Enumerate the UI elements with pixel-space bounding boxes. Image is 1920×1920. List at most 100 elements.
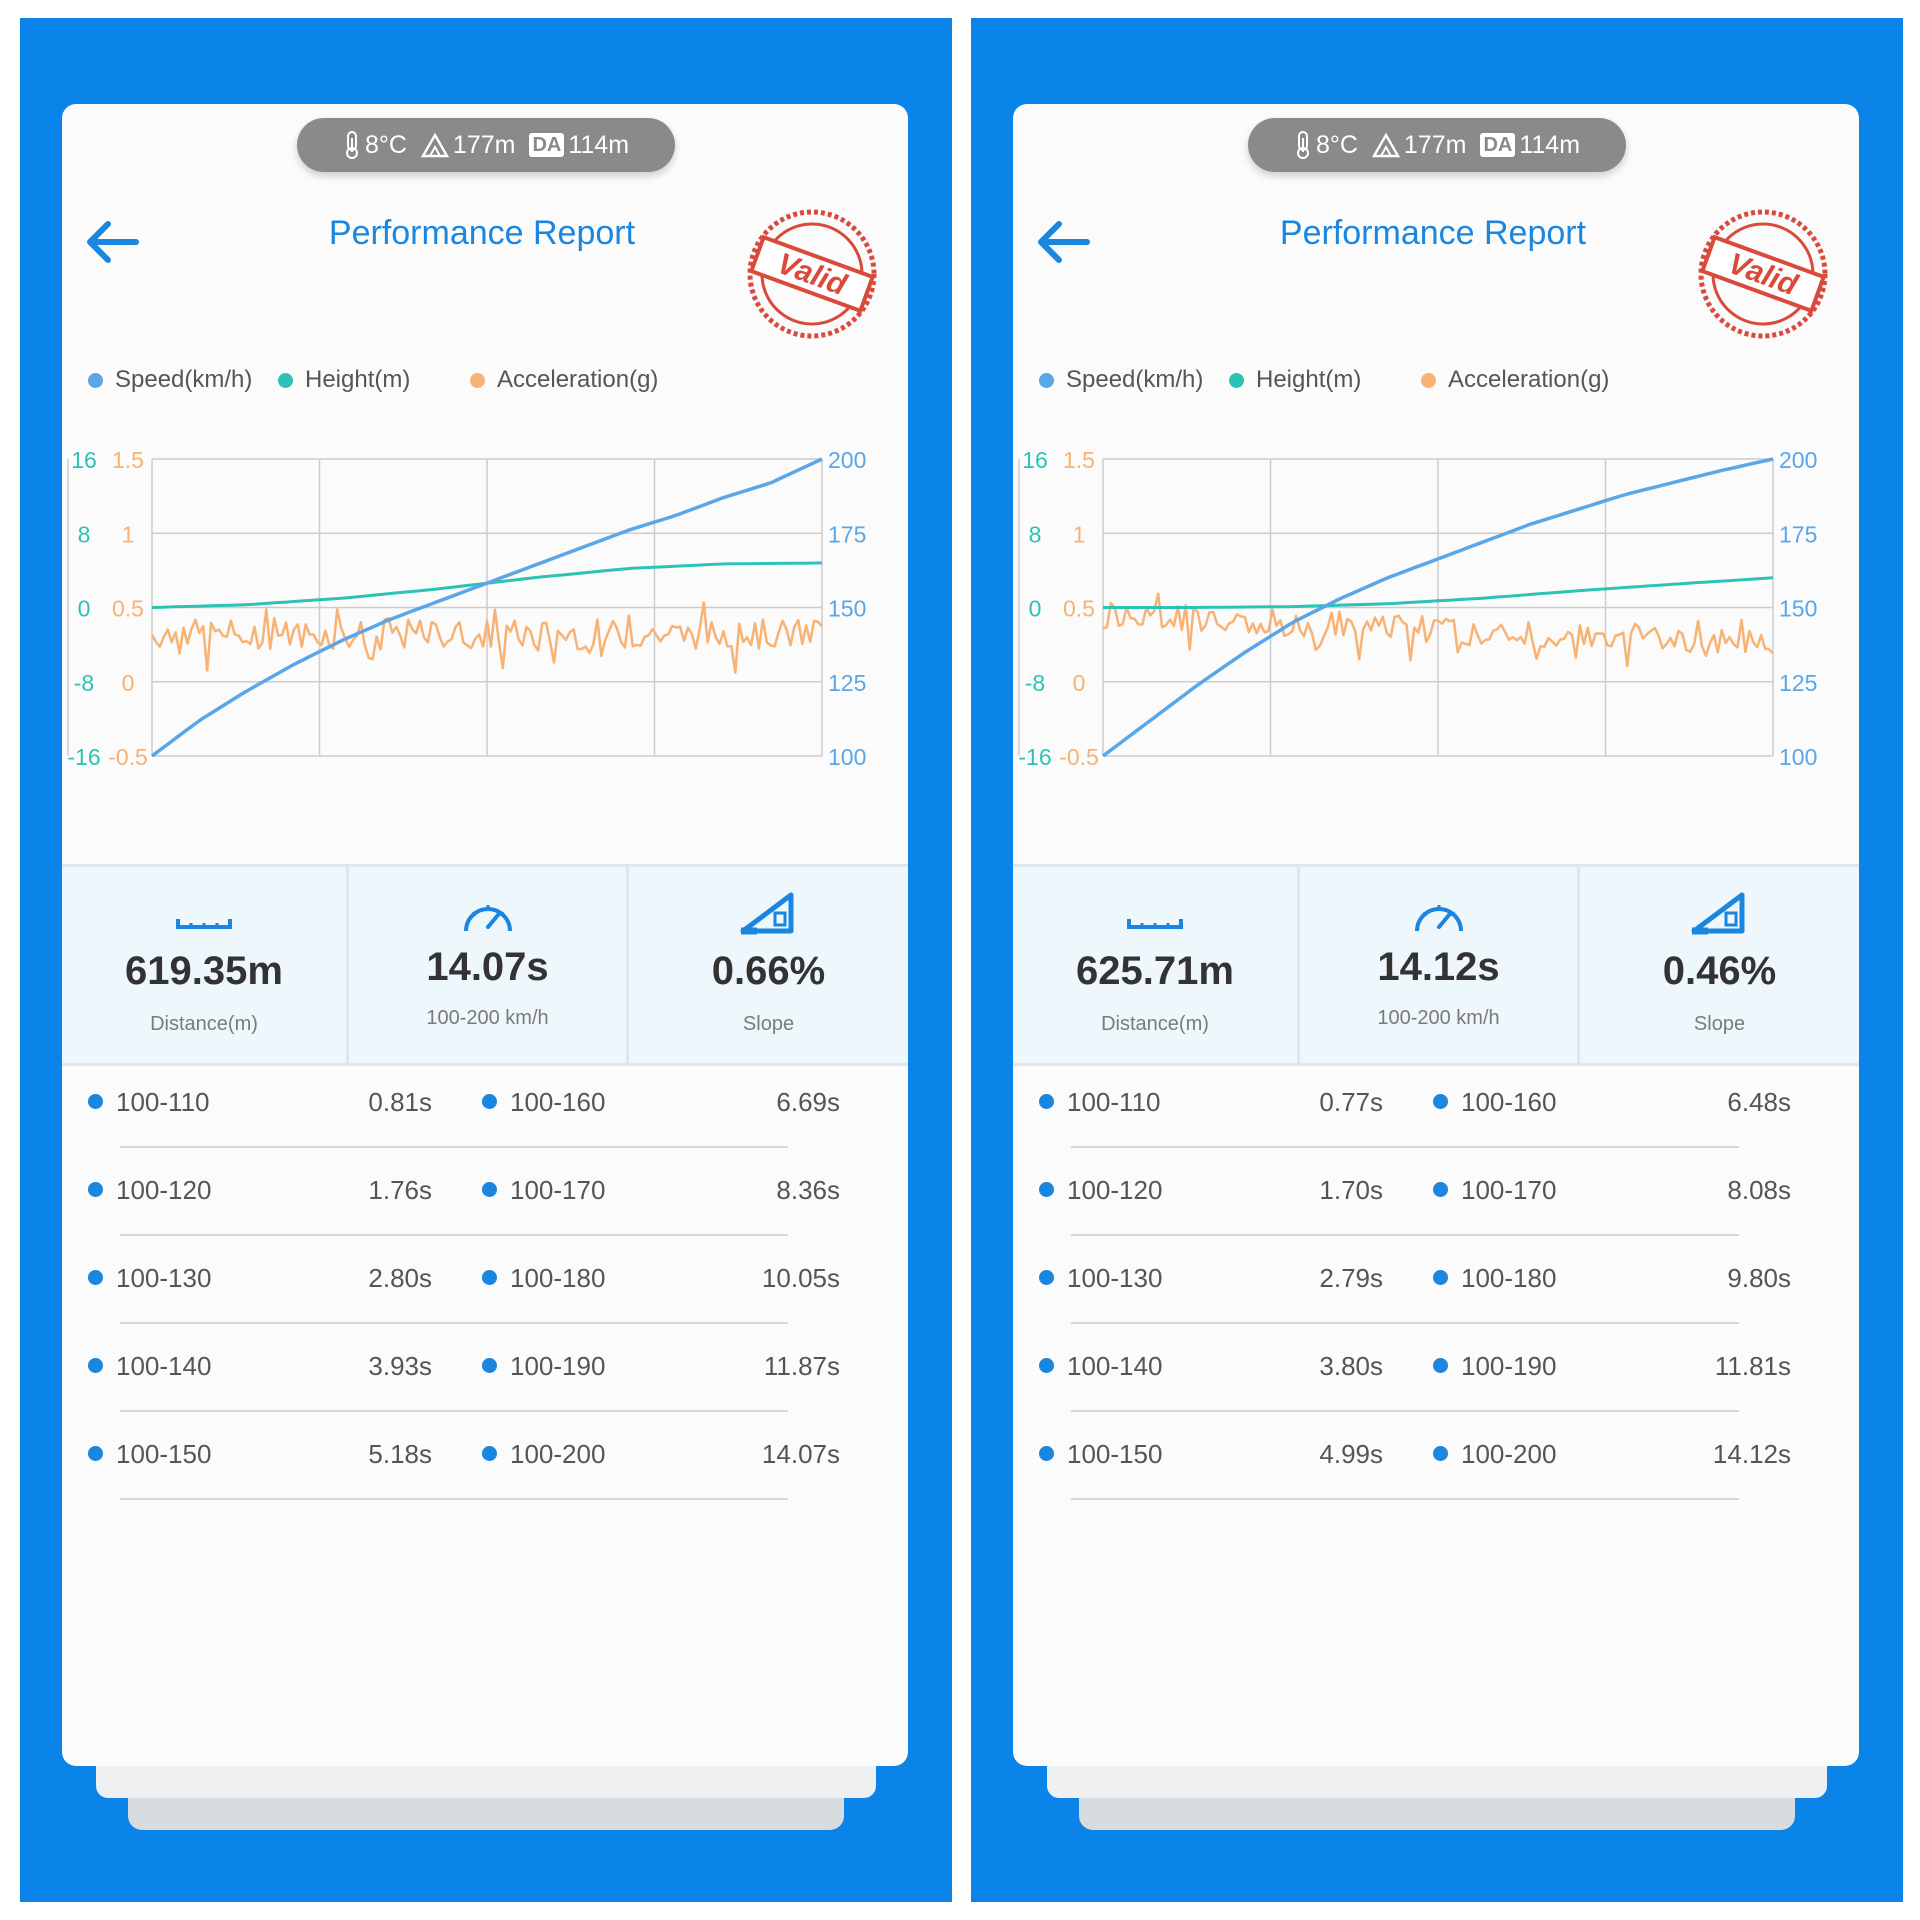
- legend-speed: Speed(km/h): [88, 366, 252, 394]
- row-divider: [1071, 1498, 1739, 1500]
- stat-tile: 14.07s 100-200 km/h: [349, 867, 626, 1063]
- split-time: 6.48s: [1727, 1087, 1791, 1117]
- height-tick-label: 8: [1029, 521, 1042, 547]
- split-time: 2.80s: [368, 1263, 432, 1293]
- environment-pill: 8°C 177m DA 114m: [297, 118, 675, 172]
- bullet-icon: [482, 1446, 497, 1461]
- slope-icon: [1691, 892, 1744, 935]
- speed-tick-label: 200: [1779, 447, 1817, 473]
- split-row: 100-150 5.18s 100-200 14.07s: [62, 1414, 908, 1502]
- split-time: 14.07s: [761, 1439, 840, 1469]
- height-dot-icon: [278, 372, 293, 388]
- speed-tick-label: 150: [828, 596, 866, 622]
- height-tick-label: -8: [74, 670, 94, 696]
- split-row: 100-120 1.76s 100-170 8.36s: [62, 1150, 908, 1238]
- bullet-icon: [482, 1358, 497, 1373]
- split-row: 100-140 3.80s 100-190 11.81s: [1013, 1326, 1859, 1414]
- report-screen-left: 8°C 177m DA 114m Performance Report: [20, 18, 952, 1902]
- stat-value: 14.12s: [1377, 945, 1500, 989]
- temperature-value: 8°C: [1315, 130, 1358, 159]
- split-time: 8.08s: [1727, 1175, 1791, 1205]
- bullet-icon: [1433, 1182, 1448, 1197]
- split-time: 10.05s: [761, 1263, 840, 1293]
- valid-stamp: Valid: [747, 209, 877, 339]
- report-card: 8°C 177m DA 114m Performance Report: [62, 104, 908, 1766]
- height-tick-label: 16: [1022, 447, 1048, 473]
- speed-tick-label: 100: [828, 744, 866, 770]
- split-time: 3.80s: [1319, 1351, 1383, 1381]
- stat-divider: [626, 867, 629, 1063]
- accel-tick-label: 0: [1073, 670, 1086, 696]
- stat-value: 0.66%: [711, 949, 826, 993]
- speed-line: [150, 457, 823, 758]
- report-screen-right: 8°C 177m DA 114m Performance Report: [971, 18, 1903, 1902]
- height-tick-label: 16: [71, 447, 97, 473]
- bullet-icon: [1433, 1358, 1448, 1373]
- bullet-icon: [88, 1270, 103, 1285]
- height-tick-label: 8: [78, 521, 91, 547]
- split-range: 100-110: [116, 1087, 210, 1117]
- speedometer-icon: [1414, 905, 1463, 932]
- height-line: [1103, 576, 1774, 609]
- accel-tick-label: 0.5: [1063, 596, 1095, 622]
- stat-tile: 0.66% Slope: [629, 867, 908, 1063]
- height-tick-label: -16: [1018, 744, 1051, 770]
- bullet-icon: [482, 1182, 497, 1197]
- row-divider: [1071, 1410, 1739, 1412]
- back-button[interactable]: [1031, 212, 1101, 272]
- split-row: 100-110 0.77s 100-160 6.48s: [1013, 1062, 1859, 1150]
- accel-tick-label: 0: [122, 670, 135, 696]
- bullet-icon: [1433, 1270, 1448, 1285]
- bullet-icon: [1039, 1270, 1054, 1285]
- split-time: 6.69s: [776, 1087, 840, 1117]
- accel-tick-label: 1.5: [112, 447, 144, 473]
- legend-acceleration: Acceleration(g): [1421, 366, 1609, 394]
- split-time: 5.18s: [368, 1439, 432, 1469]
- stat-label: Distance(m): [150, 1013, 258, 1035]
- speed-dot-icon: [1039, 372, 1054, 388]
- stat-divider: [346, 867, 349, 1063]
- legend-height: Height(m): [1229, 366, 1361, 394]
- summary-stats: 619.35m Distance(m) 14.07s 100-200 km/h …: [62, 864, 908, 1066]
- bullet-icon: [88, 1094, 103, 1109]
- split-time: 4.99s: [1319, 1439, 1383, 1469]
- split-range: 100-120: [116, 1175, 212, 1205]
- mountain-icon: [420, 132, 449, 158]
- stat-value: 619.35m: [125, 949, 283, 993]
- environment-pill: 8°C 177m DA 114m: [1248, 118, 1626, 172]
- split-row: 100-140 3.93s 100-190 11.87s: [62, 1326, 908, 1414]
- split-range: 100-120: [1067, 1175, 1163, 1205]
- legend-speed: Speed(km/h): [1039, 366, 1203, 394]
- split-range: 100-200: [510, 1439, 606, 1469]
- page-title: Performance Report: [328, 214, 636, 252]
- bullet-icon: [88, 1358, 103, 1373]
- height-tick-label: 0: [1029, 596, 1042, 622]
- row-divider: [120, 1498, 788, 1500]
- stat-tile: 14.12s 100-200 km/h: [1300, 867, 1577, 1063]
- bullet-icon: [1039, 1182, 1054, 1197]
- performance-chart: 16 8 0 -8 -16 1.5 1 0.5 0 -0.5 200 175 150 125 100: [67, 447, 866, 770]
- height-tick-label: -8: [1025, 670, 1045, 696]
- summary-stats: 625.71m Distance(m) 14.12s 100-200 km/h …: [1013, 864, 1859, 1066]
- split-time: 3.93s: [368, 1351, 432, 1381]
- acceleration-line: [1102, 592, 1774, 668]
- legend-height: Height(m): [278, 366, 410, 394]
- split-range: 100-190: [510, 1351, 606, 1381]
- back-button[interactable]: [80, 212, 150, 272]
- page-title: Performance Report: [1279, 214, 1587, 252]
- performance-chart: 16 8 0 -8 -16 1.5 1 0.5 0 -0.5 200 175 150 125 100: [1018, 447, 1817, 770]
- mountain-icon: [1371, 132, 1400, 158]
- altitude-value: 177m: [1403, 130, 1467, 159]
- row-divider: [1071, 1234, 1739, 1236]
- split-range: 100-170: [510, 1175, 606, 1205]
- split-range: 100-200: [1461, 1439, 1557, 1469]
- split-time: 11.81s: [1714, 1351, 1791, 1381]
- legend-acceleration-label: Acceleration(g): [497, 366, 659, 393]
- speed-tick-label: 175: [1779, 521, 1817, 547]
- split-range: 100-180: [510, 1263, 606, 1293]
- altitude-value: 177m: [452, 130, 516, 159]
- split-time: 1.70s: [1319, 1175, 1383, 1205]
- legend-acceleration-label: Acceleration(g): [1448, 366, 1610, 393]
- split-range: 100-160: [1461, 1087, 1557, 1117]
- stat-label: Slope: [1693, 1013, 1746, 1035]
